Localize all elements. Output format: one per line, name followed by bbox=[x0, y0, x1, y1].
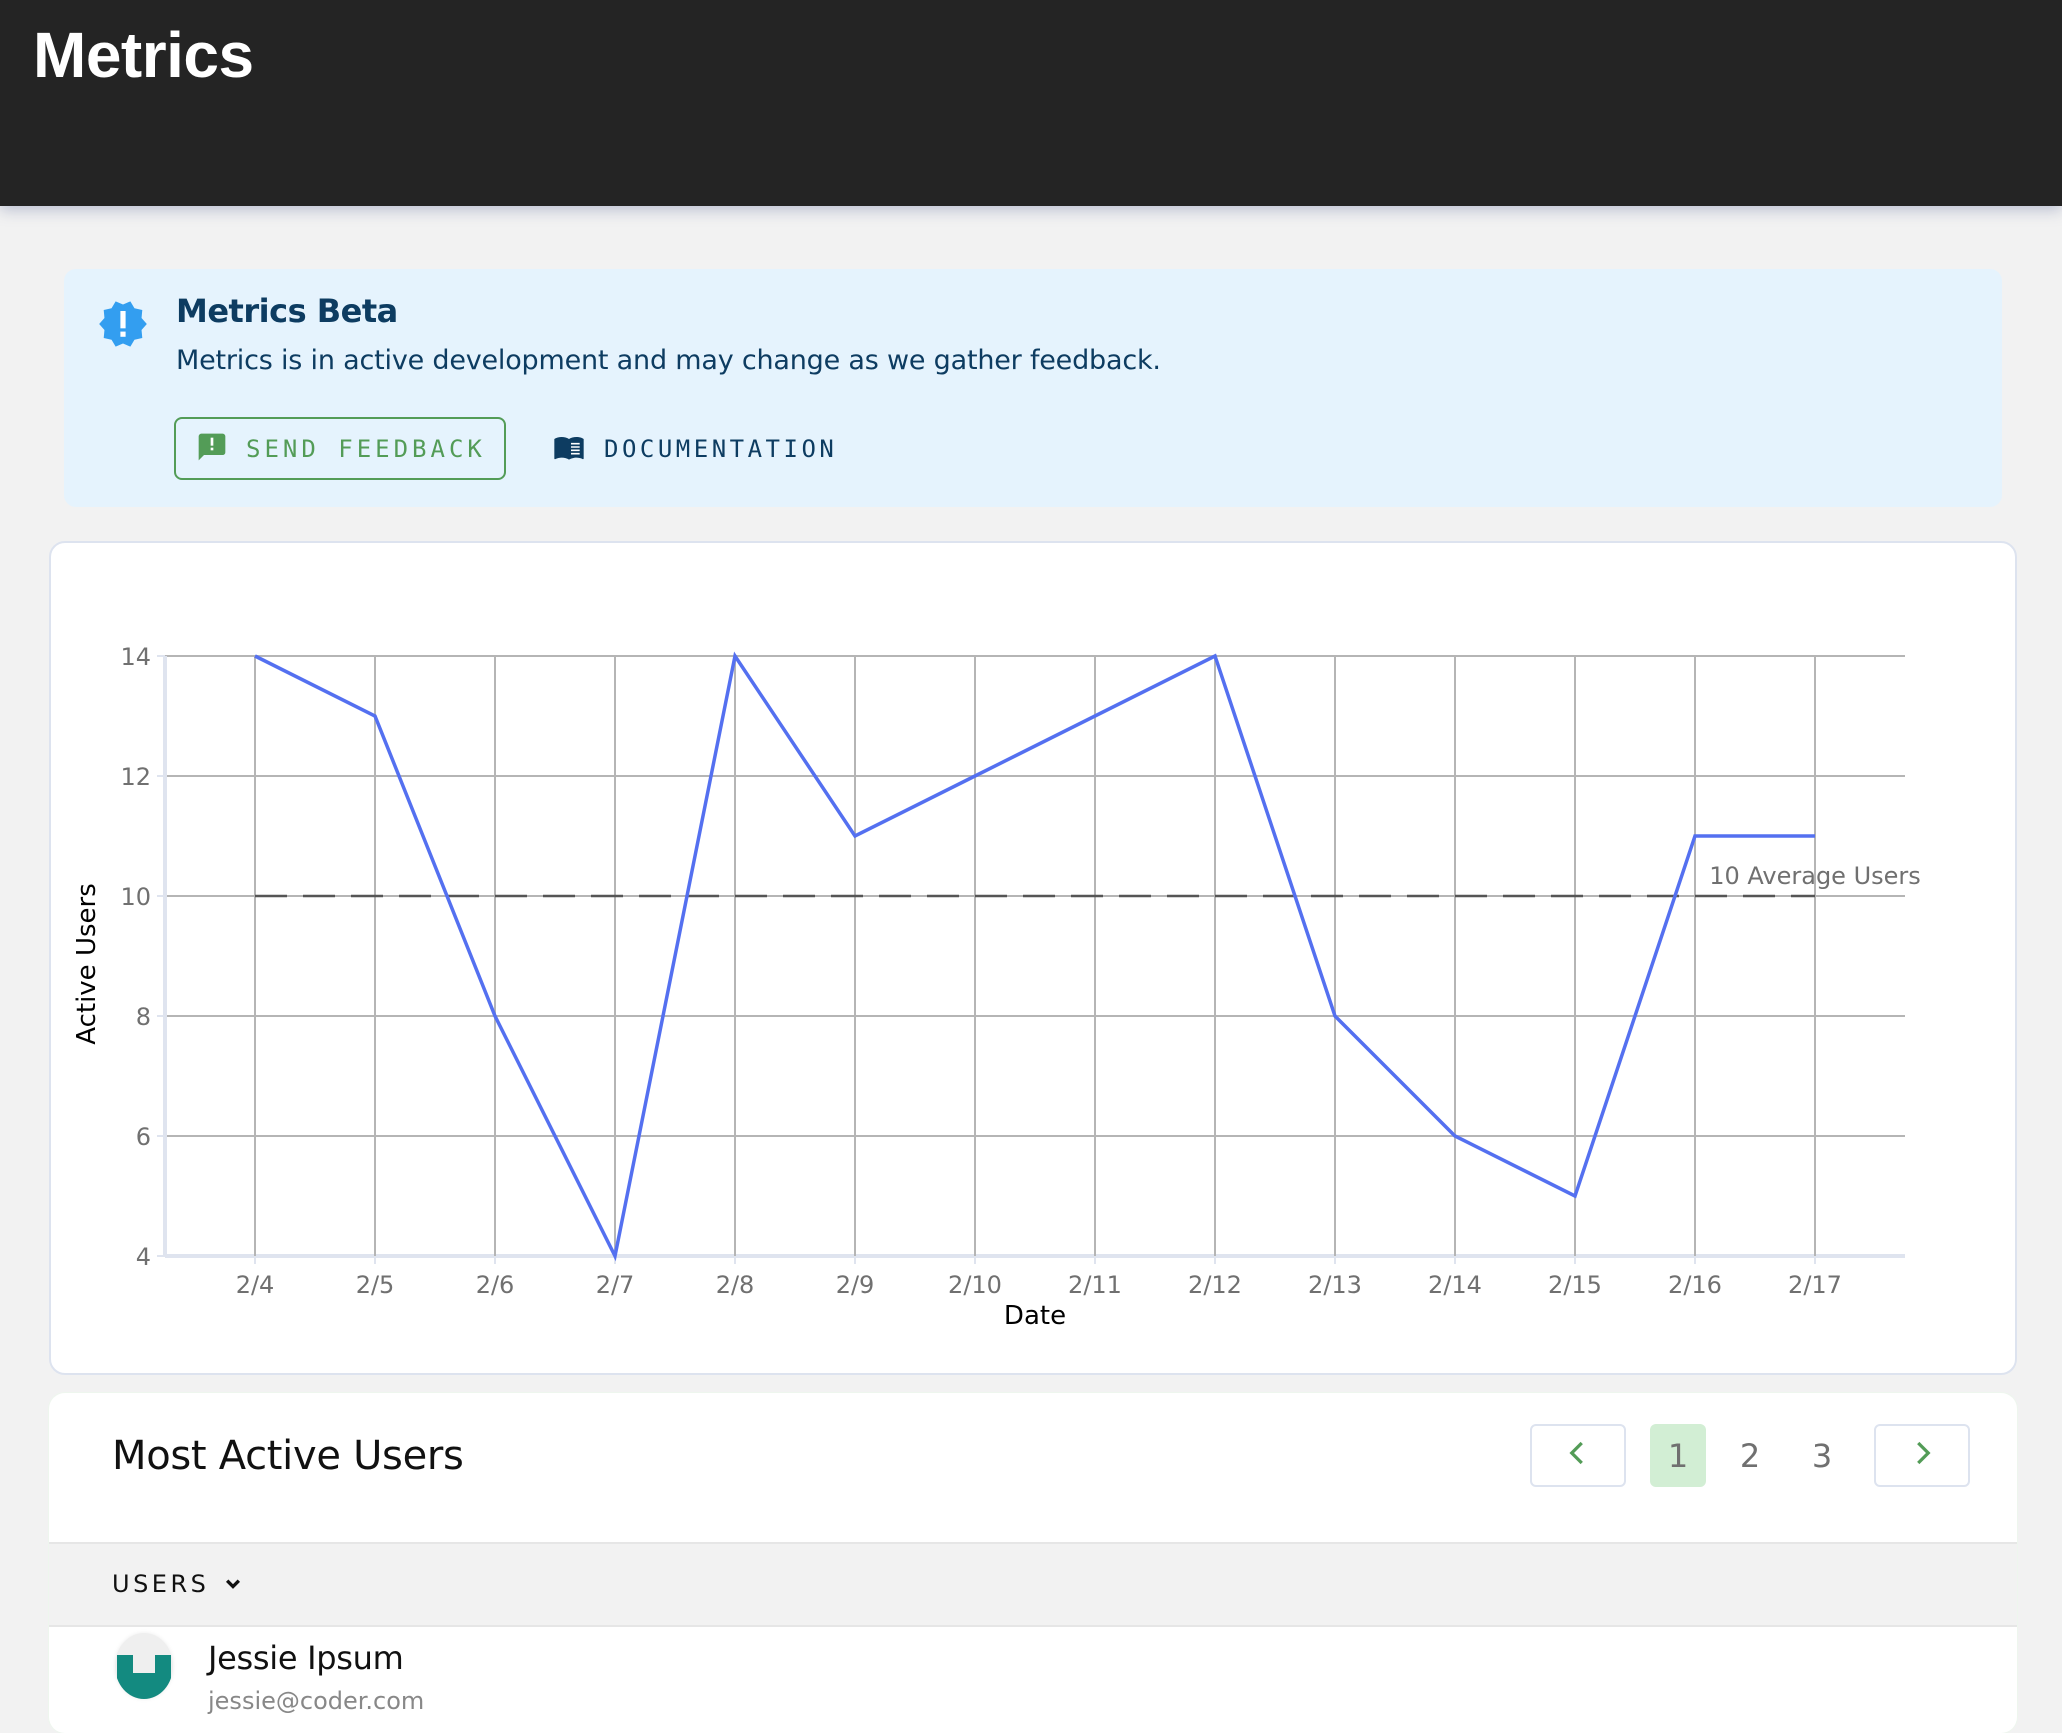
x-tick-label: 2/8 bbox=[716, 1271, 755, 1299]
book-icon bbox=[552, 431, 586, 466]
next-page-button[interactable] bbox=[1874, 1424, 1970, 1487]
user-name: Jessie Ipsum bbox=[208, 1639, 404, 1677]
y-tick-label: 12 bbox=[120, 763, 151, 791]
x-tick-label: 2/12 bbox=[1188, 1271, 1242, 1299]
y-tick-label: 6 bbox=[136, 1123, 151, 1151]
chevron-down-icon bbox=[223, 1574, 243, 1594]
alert-decagram-icon bbox=[97, 298, 149, 355]
y-tick-label: 4 bbox=[136, 1243, 151, 1271]
user-row[interactable]: Jessie Ipsum jessie@coder.com bbox=[49, 1629, 2017, 1733]
beta-banner bbox=[64, 269, 2002, 507]
x-tick-label: 2/10 bbox=[948, 1271, 1002, 1299]
x-tick-label: 2/6 bbox=[476, 1271, 515, 1299]
banner-title: Metrics Beta bbox=[176, 292, 398, 330]
y-tick-label: 10 bbox=[120, 883, 151, 911]
chevron-left-icon bbox=[1563, 1438, 1593, 1473]
active-users-chart-card: 4 6 8 10 12 14 2/4 2/5 2/6 2/7 2/8 2/9 2/10 2/11 2/12 2… bbox=[49, 541, 2017, 1375]
x-tick-label: 2/7 bbox=[596, 1271, 635, 1299]
chevron-right-icon bbox=[1907, 1438, 1937, 1473]
x-tick-label: 2/13 bbox=[1308, 1271, 1362, 1299]
x-tick-label: 2/17 bbox=[1788, 1271, 1842, 1299]
send-feedback-label: SEND FEEDBACK bbox=[246, 434, 486, 463]
feedback-icon bbox=[196, 431, 228, 466]
x-axis-label: Date bbox=[1004, 1301, 1066, 1331]
most-active-users-title: Most Active Users bbox=[112, 1433, 464, 1479]
documentation-label: DOCUMENTATION bbox=[604, 434, 838, 463]
users-column-sort[interactable]: USERS bbox=[112, 1570, 243, 1598]
page-3-button[interactable]: 3 bbox=[1811, 1436, 1833, 1475]
top-bar: Metrics bbox=[0, 0, 2062, 206]
user-email: jessie@coder.com bbox=[208, 1687, 425, 1715]
x-tick-label: 2/5 bbox=[356, 1271, 395, 1299]
avatar bbox=[115, 1633, 173, 1699]
y-tick-label: 14 bbox=[120, 643, 151, 671]
page-2-button[interactable]: 2 bbox=[1739, 1436, 1761, 1475]
documentation-button[interactable]: DOCUMENTATION bbox=[552, 417, 837, 480]
banner-message: Metrics is in active development and may… bbox=[176, 345, 1161, 376]
active-users-chart: 4 6 8 10 12 14 2/4 2/5 2/6 2/7 2/8 2/9 2/10 2/11 2/12 2… bbox=[72, 643, 1921, 1331]
x-tick-label: 2/14 bbox=[1428, 1271, 1482, 1299]
users-table-header: USERS bbox=[49, 1542, 2017, 1627]
x-tick-label: 2/16 bbox=[1668, 1271, 1722, 1299]
average-users-label: 10 Average Users bbox=[1709, 862, 1921, 890]
send-feedback-button[interactable]: SEND FEEDBACK bbox=[174, 417, 506, 480]
active-users-line bbox=[254, 651, 1815, 1262]
users-column-label: USERS bbox=[112, 1570, 210, 1598]
x-tick-label: 2/9 bbox=[836, 1271, 875, 1299]
pagination: 1 2 3 bbox=[49, 1424, 2017, 1487]
most-active-users-card: Most Active Users 1 2 3 USERS Jessie Ips… bbox=[49, 1393, 2017, 1733]
x-tick-label: 2/15 bbox=[1548, 1271, 1602, 1299]
page-title: Metrics bbox=[33, 19, 254, 91]
y-tick-label: 8 bbox=[136, 1003, 151, 1031]
page-1-button[interactable]: 1 bbox=[1650, 1424, 1706, 1487]
x-tick-label: 2/4 bbox=[236, 1271, 275, 1299]
previous-page-button[interactable] bbox=[1530, 1424, 1626, 1487]
x-tick-label: 2/11 bbox=[1068, 1271, 1122, 1299]
y-axis-label: Active Users bbox=[72, 883, 102, 1045]
